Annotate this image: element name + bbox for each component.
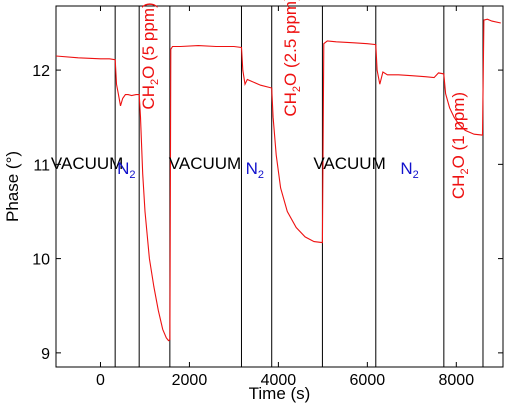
- region-label-subscript: 2: [459, 168, 471, 174]
- plot-frame: [55, 5, 504, 368]
- region-label-tail: O (1 ppm): [449, 92, 468, 169]
- x-axis-ticks: 0 2000 4000 6000 8000: [96, 6, 474, 389]
- region-label-tail: O (5 ppm): [139, 2, 158, 79]
- y-tick-label: 12: [32, 63, 50, 80]
- region-label-subscript: 2: [149, 79, 161, 85]
- region-label-text: N: [246, 159, 258, 178]
- region-label-text: CH: [449, 175, 468, 200]
- region-label: CH2O (1 ppm): [449, 92, 471, 199]
- region-label: CH2O (5 ppm): [139, 2, 161, 109]
- region-label-subscript: 2: [413, 169, 419, 181]
- x-tick-label: 4000: [261, 372, 297, 389]
- region-label: VACUUM: [313, 154, 385, 173]
- region-label-text: VACUUM: [313, 154, 385, 173]
- region-label-subscript: 2: [258, 169, 264, 181]
- region-label-text: VACUUM: [51, 154, 123, 173]
- region-label-tail: O (2.5 ppm): [281, 0, 300, 86]
- region-label: N2: [400, 159, 418, 181]
- region-label: CH2O (2.5 ppm): [281, 0, 303, 117]
- y-axis-label: Phase (°): [3, 151, 22, 222]
- region-label-text: CH: [139, 85, 158, 110]
- region-label-text: CH: [281, 92, 300, 117]
- y-tick-label: 9: [41, 346, 50, 363]
- region-label-text: N: [400, 159, 412, 178]
- region-label-text: N: [117, 159, 129, 178]
- region-label-subscript: 2: [291, 86, 303, 92]
- x-tick-label: 2000: [172, 372, 208, 389]
- y-axis-ticks: 9 10 11 12: [32, 63, 503, 363]
- region-label-text: VACUUM: [169, 154, 241, 173]
- region-label: VACUUM: [51, 154, 123, 173]
- x-tick-label: 6000: [350, 372, 386, 389]
- region-label: N2: [246, 159, 264, 181]
- region-label: N2: [117, 159, 135, 181]
- y-tick-label: 11: [33, 157, 50, 174]
- x-axis-label: Time (s): [249, 384, 311, 403]
- x-tick-label: 0: [96, 372, 105, 389]
- x-tick-label: 8000: [439, 372, 475, 389]
- region-label-subscript: 2: [129, 169, 135, 181]
- y-tick-label: 10: [32, 252, 50, 269]
- series-line: [55, 18, 501, 342]
- region-label: VACUUM: [169, 154, 241, 173]
